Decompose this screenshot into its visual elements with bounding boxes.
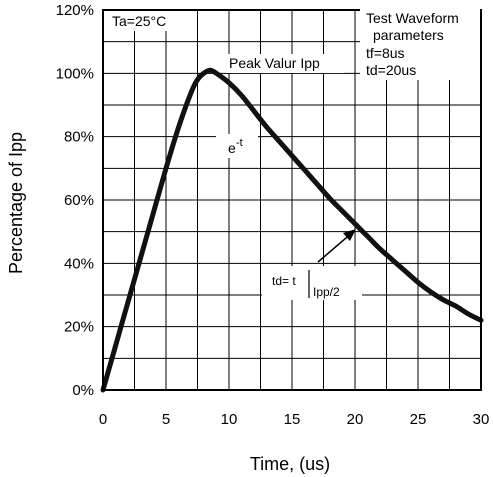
waveform-curve — [100, 67, 484, 393]
test-params-title-2: parameters — [373, 27, 444, 43]
x-tick-label: 20 — [347, 411, 364, 428]
y-tick-labels: 0% 20% 40% 60% 80% 100% 120% — [56, 2, 94, 399]
y-tick-label: 60% — [64, 192, 94, 209]
test-params-bg — [360, 8, 480, 80]
x-axis-label: Time, (us) — [250, 454, 330, 474]
y-axis-label: Percentage of Ipp — [6, 132, 26, 274]
y-tick-label: 20% — [64, 319, 94, 336]
decay-base: e — [228, 140, 236, 156]
td-label: td= t — [272, 274, 296, 288]
test-params-title-1: Test Waveform — [366, 10, 459, 26]
test-params-tf: tf=8us — [366, 45, 405, 61]
y-tick-label: 120% — [56, 2, 94, 19]
x-tick-label: 25 — [410, 411, 427, 428]
x-tick-label: 30 — [473, 411, 490, 428]
x-tick-label: 5 — [162, 411, 170, 428]
x-tick-label: 0 — [99, 411, 107, 428]
y-tick-label: 100% — [56, 65, 94, 82]
condition-label-bg — [107, 11, 193, 31]
y-tick-label: 80% — [64, 129, 94, 146]
peak-label-bg — [226, 54, 344, 73]
x-tick-labels: 0 5 10 15 20 25 30 — [99, 411, 490, 428]
peak-label: Peak Valur Ipp — [229, 55, 320, 71]
x-tick-label: 15 — [284, 411, 301, 428]
td-label-subscript: Ipp/2 — [313, 285, 340, 299]
y-tick-label: 40% — [64, 255, 94, 272]
td-label-bg — [262, 266, 362, 300]
plot-frame — [102, 9, 482, 391]
x-tick-label: 10 — [221, 411, 238, 428]
decay-label-bg — [216, 134, 258, 158]
td-arrowhead — [343, 229, 356, 241]
condition-label: Ta=25°C — [112, 13, 166, 29]
decay-exponent: -t — [236, 137, 243, 149]
plot-area — [100, 67, 484, 393]
y-tick-label: 0% — [72, 382, 94, 399]
test-params-td: td=20us — [366, 62, 416, 78]
